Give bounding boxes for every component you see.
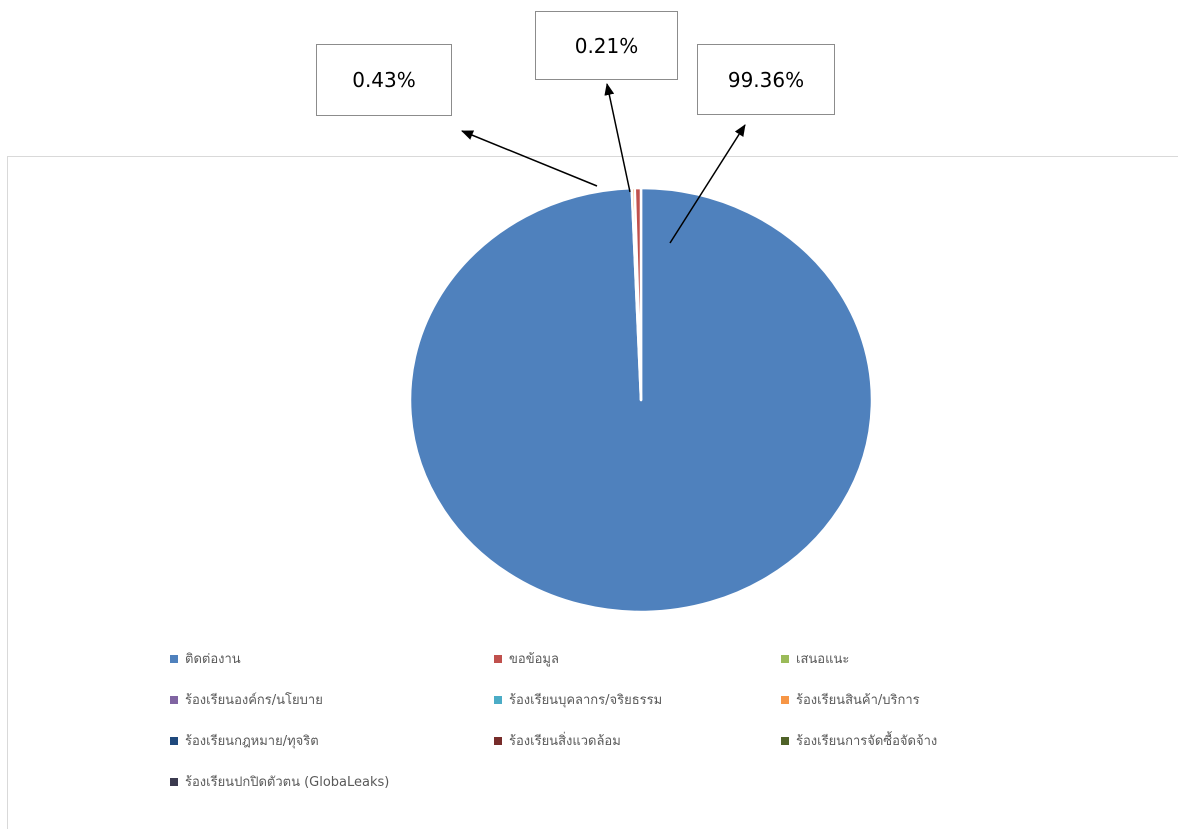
callout-label-99-36: 99.36% [697,44,835,115]
callout-label-0-21: 0.21% [535,11,678,80]
legend-swatch [494,695,502,704]
legend-label: ติดต่องาน [185,652,241,667]
legend-swatch [170,695,178,704]
legend-item: ติดต่องาน [170,648,241,669]
legend-label: ร้องเรียนปกปิดตัวตน (GlobaLeaks) [185,775,390,790]
legend-item: ขอข้อมูล [494,648,559,669]
legend-swatch [170,777,178,786]
legend-swatch [170,736,178,745]
chart-legend: ติดต่องาน ขอข้อมูล เสนอแนะร้องเรียนองค์กร/… [170,648,1070,818]
legend-swatch [781,654,789,663]
legend-item: ร้องเรียนสิ่งแวดล้อม [494,730,621,751]
legend-label: ร้องเรียนการจัดซื้อจัดจ้าง [796,734,938,749]
legend-item: ร้องเรียนสินค้า/บริการ [781,689,920,710]
callout-arrow-0-21 [604,83,631,193]
legend-item: ร้องเรียนการจัดซื้อจัดจ้าง [781,730,937,751]
callout-arrow-0-43 [461,130,598,187]
legend-swatch [494,736,502,745]
callout-arrow-99-36 [669,124,746,244]
legend-item: ร้องเรียนองค์กร/นโยบาย [170,689,323,710]
legend-label: ร้องเรียนบุคลากร/จริยธรรม [509,693,663,708]
legend-swatch [781,695,789,704]
legend-item: เสนอแนะ [781,648,849,669]
legend-item: ร้องเรียนปกปิดตัวตน (GlobaLeaks) [170,771,389,792]
legend-item: ร้องเรียนกฎหมาย/ทุจริต [170,730,319,751]
legend-swatch [170,654,178,663]
legend-item: ร้องเรียนบุคลากร/จริยธรรม [494,689,662,710]
chart-area [7,156,1178,829]
legend-label: ร้องเรียนกฎหมาย/ทุจริต [185,734,319,749]
legend-label: ร้องเรียนสินค้า/บริการ [796,693,920,708]
legend-label: เสนอแนะ [796,652,850,667]
legend-label: ร้องเรียนสิ่งแวดล้อม [509,734,621,749]
pie-slice-1 [633,186,643,402]
legend-swatch [781,736,789,745]
legend-swatch [494,654,502,663]
legend-label: ขอข้อมูล [509,652,559,667]
callout-arrows [461,83,746,244]
pie-slices [408,186,874,614]
legend-label: ร้องเรียนองค์กร/นโยบาย [185,693,323,708]
callout-label-0-43: 0.43% [316,44,452,116]
